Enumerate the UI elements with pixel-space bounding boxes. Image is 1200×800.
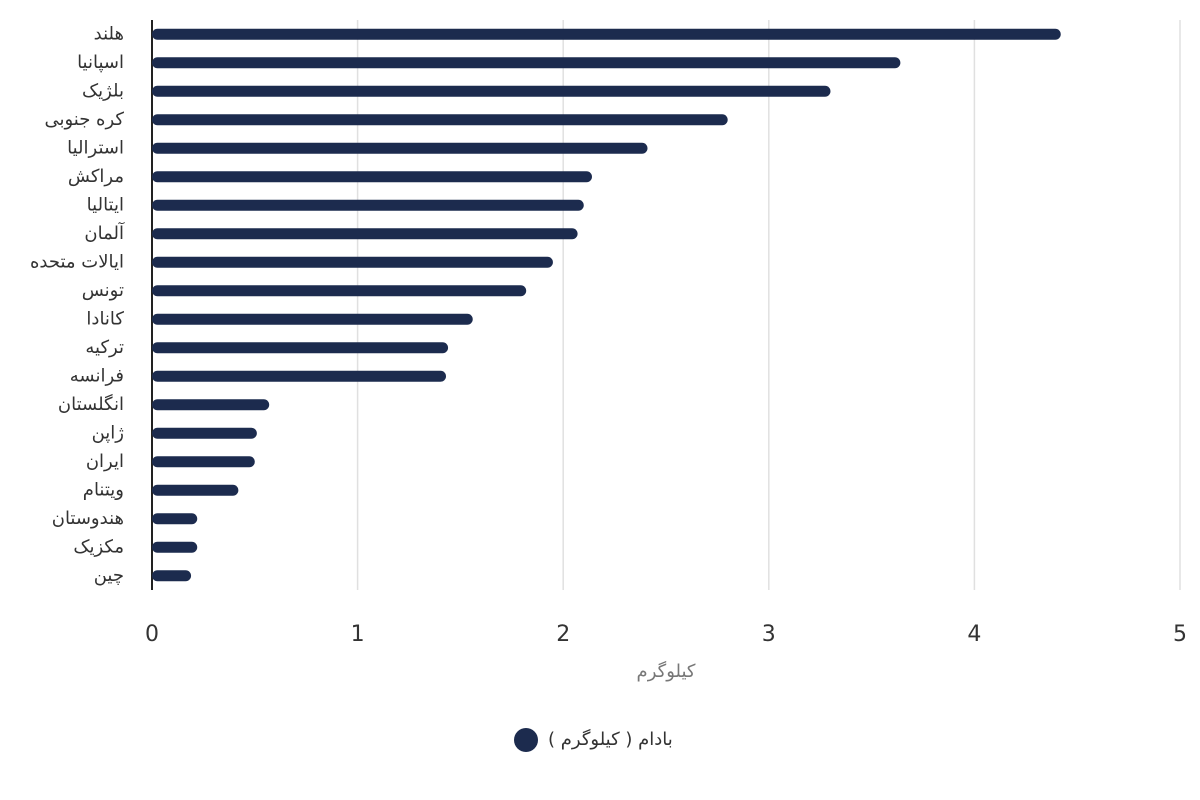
x-tick-label: 3: [762, 622, 776, 647]
bar: [152, 285, 527, 297]
bar: [152, 342, 449, 354]
y-tick-label: ویتنام: [83, 479, 124, 500]
x-tick-label: 0: [145, 622, 159, 647]
y-tick-label: آلمان: [84, 221, 125, 244]
y-tick-label: کانادا: [86, 308, 124, 329]
y-tick-label: ایران: [86, 451, 124, 472]
bar: [152, 484, 239, 496]
y-tick-label: فرانسه: [70, 365, 124, 386]
bar: [152, 256, 553, 268]
y-tick-label: بلژیک: [82, 80, 124, 101]
bar: [152, 28, 1061, 40]
y-tick-label: استرالیا: [67, 137, 124, 158]
bar: [152, 199, 584, 211]
bar: [152, 114, 728, 126]
bar: [152, 570, 192, 582]
y-tick-label: اسپانیا: [77, 52, 124, 73]
y-tick-label: ایالات متحده: [30, 251, 124, 272]
y-tick-label: کره جنوبی: [44, 109, 124, 130]
bar: [152, 57, 901, 69]
y-tick-label: انگلستان: [58, 393, 124, 415]
legend-marker: [514, 728, 538, 752]
legend-label: بادام ( کیلوگرم ): [548, 728, 673, 750]
y-tick-label: هلند: [94, 23, 124, 44]
x-tick-label: 1: [351, 622, 365, 647]
bar: [152, 399, 270, 411]
bar: [152, 228, 578, 240]
y-tick-label: تونس: [82, 280, 124, 301]
bar: [152, 85, 831, 97]
bar: [152, 513, 198, 525]
y-tick-label: مراکش: [68, 166, 124, 187]
bar: [152, 427, 257, 439]
y-tick-label: مکزیک: [73, 536, 124, 557]
y-tick-label: ایتالیا: [87, 194, 124, 215]
x-tick-label: 2: [556, 622, 570, 647]
y-tick-label: ژاپن: [92, 422, 124, 443]
bar: [152, 142, 648, 154]
bar: [152, 456, 255, 468]
bar: [152, 313, 473, 325]
bar: [152, 541, 198, 553]
x-axis-label: کیلوگرم: [637, 660, 696, 682]
bar: [152, 171, 592, 183]
y-tick-label: هندوستان: [52, 508, 124, 529]
x-tick-label: 4: [967, 622, 981, 647]
y-tick-label: ترکیه: [85, 337, 124, 358]
bar: [152, 370, 447, 382]
y-tick-label: چین: [94, 565, 124, 586]
x-tick-label: 5: [1173, 622, 1187, 647]
